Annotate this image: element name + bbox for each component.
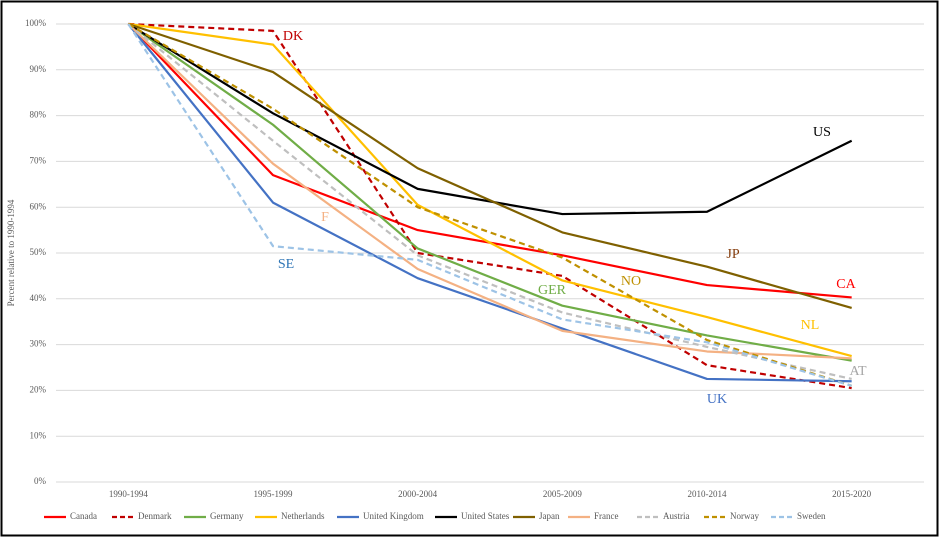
legend-label: Netherlands — [281, 511, 325, 521]
y-tick-label: 70% — [30, 155, 47, 165]
legend-label: France — [594, 511, 619, 521]
y-tick-label: 0% — [34, 476, 47, 486]
x-tick-label: 2010-2014 — [688, 489, 727, 499]
y-tick-label: 80% — [30, 110, 47, 120]
legend-label: Japan — [539, 511, 560, 521]
x-tick-label: 2015-2020 — [832, 489, 871, 499]
series-line — [128, 22, 852, 390]
y-tick-label: 40% — [30, 293, 47, 303]
x-tick-label: 2005-2009 — [543, 489, 582, 499]
series-line — [128, 22, 852, 358]
series-line — [127, 23, 852, 362]
x-tick-label: 2000-2004 — [398, 489, 437, 499]
legend-label: United Kingdom — [363, 511, 424, 521]
legend-label: United States — [461, 511, 510, 521]
annotation: NO — [621, 274, 641, 289]
legend-label: Canada — [70, 511, 97, 521]
series-line — [127, 23, 852, 383]
x-tick-label: 1990-1994 — [109, 489, 148, 499]
y-tick-label: 20% — [30, 384, 47, 394]
legend-label: Germany — [210, 511, 244, 521]
y-tick-label: 50% — [30, 247, 47, 257]
annotation: DK — [283, 29, 303, 44]
series-line — [127, 23, 852, 387]
y-tick-label: 30% — [30, 339, 47, 349]
legend-label: Denmark — [138, 511, 172, 521]
annotation: CA — [836, 277, 856, 292]
annotation: US — [813, 125, 831, 140]
annotation: JP — [726, 247, 739, 262]
annotation: SE — [278, 257, 294, 272]
y-tick-label: 90% — [30, 64, 47, 74]
y-tick-label: 100% — [25, 18, 47, 28]
x-tick-label: 1995-1999 — [254, 489, 293, 499]
annotation: NL — [801, 318, 820, 333]
annotation: F — [321, 210, 329, 225]
y-axis-label: Percent relative to 1990-1994 — [6, 199, 16, 306]
annotation: AT — [849, 364, 867, 379]
series-line — [127, 23, 852, 360]
annotation: UK — [707, 392, 727, 407]
y-tick-label: 10% — [30, 430, 47, 440]
legend-label: Austria — [663, 511, 690, 521]
series-line — [127, 22, 852, 310]
series-line — [127, 23, 852, 381]
y-tick-label: 60% — [30, 201, 47, 211]
legend-label: Norway — [730, 511, 759, 521]
annotation: GER — [538, 283, 567, 298]
legend-label: Sweden — [797, 511, 826, 521]
